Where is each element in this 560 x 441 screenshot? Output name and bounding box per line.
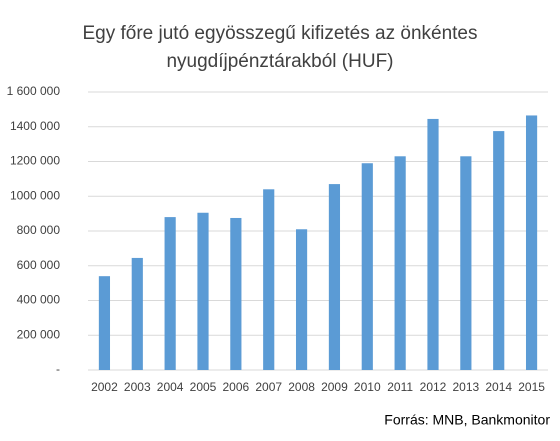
x-tick-label: 2011: [387, 380, 413, 394]
bar: [328, 184, 341, 370]
x-tick-label: 2002: [91, 380, 118, 394]
y-tick-label: 1200 000: [10, 154, 60, 168]
bar: [427, 118, 439, 371]
bar: [460, 156, 472, 370]
y-tick-label: 1 600 000: [7, 84, 61, 98]
chart-title: Egy főre jutó egyösszegű kifizetés az ön…: [82, 23, 477, 44]
x-tick-label: 2013: [453, 380, 480, 394]
y-tick-label: 1400 000: [10, 119, 60, 133]
y-tick-label: 1000 000: [10, 188, 60, 202]
bar: [525, 115, 538, 370]
y-tick-label: 800 000: [17, 223, 61, 237]
x-tick-label: 2010: [354, 380, 381, 394]
bar: [361, 163, 373, 370]
x-tick-label: 2015: [518, 380, 545, 394]
y-tick-label: -: [56, 362, 60, 376]
x-tick-label: 2009: [321, 380, 348, 394]
x-tick-label: 2012: [420, 380, 447, 394]
x-tick-label: 2003: [124, 380, 151, 394]
bar: [131, 257, 143, 370]
bar: [164, 217, 176, 370]
x-tick-label: 2007: [255, 380, 282, 394]
y-tick-label: 400 000: [17, 293, 61, 307]
y-tick-label: 600 000: [17, 258, 61, 272]
y-tick-label: 200 000: [17, 327, 61, 341]
x-tick-label: 2014: [485, 380, 512, 394]
bar: [98, 276, 111, 370]
x-tick-label: 2004: [157, 380, 184, 394]
x-tick-label: 2008: [288, 380, 315, 394]
x-tick-label: 2005: [190, 380, 217, 394]
bar: [230, 217, 242, 370]
bar: [295, 229, 308, 370]
bar: [197, 212, 209, 370]
chart-title: nyugdíjpénztárakból (HUF): [166, 51, 393, 72]
x-tick-label: 2006: [223, 380, 250, 394]
bar: [263, 189, 275, 370]
source-note: Forrás: MNB, Bankmonitor: [384, 412, 550, 428]
bar: [394, 156, 406, 370]
bar: [493, 131, 505, 370]
